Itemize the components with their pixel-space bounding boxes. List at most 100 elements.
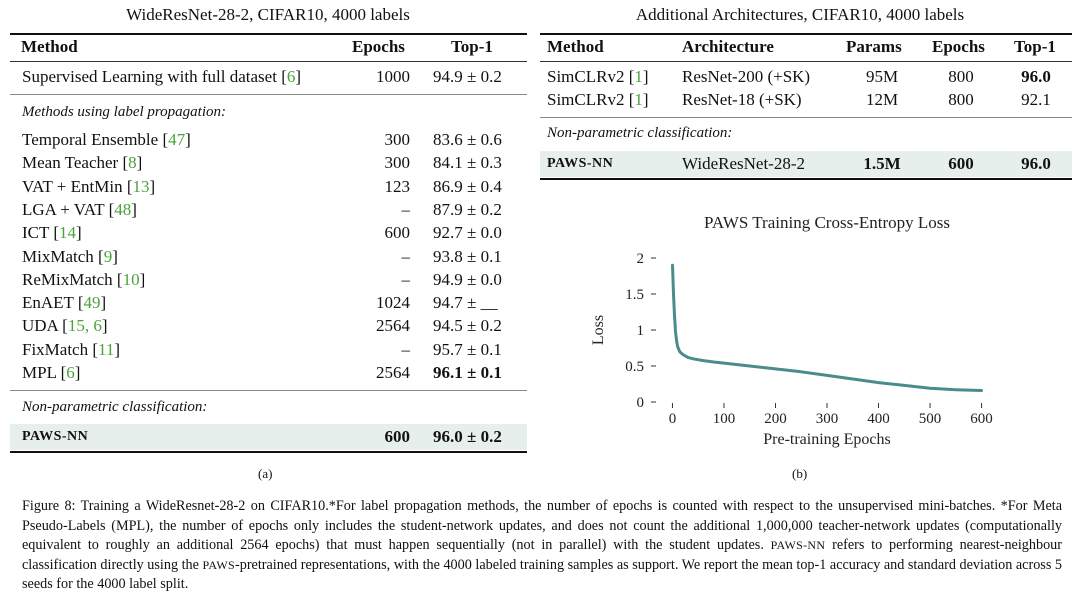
left-table-title: WideResNet-28-2, CIFAR10, 4000 labels (126, 5, 410, 24)
right-sublabel: (b) (792, 466, 808, 481)
row-arch: ResNet-200 (+SK) (682, 67, 811, 86)
right-paws-row: PAWS-NN WideResNet-28-2 1.5M 600 96.0 (540, 154, 1080, 177)
x-tick-label: 500 (919, 411, 942, 427)
left-header-top1: Top-1 (451, 37, 493, 56)
caption-fig-label: Figure 8: (22, 498, 76, 514)
row-method: ICT [14] (22, 223, 82, 243)
right-paws-arch: WideResNet-28-2 (682, 154, 806, 173)
supervised-top1: 94.9 ± 0.2 (433, 67, 502, 86)
x-axis-label: Pre-training Epochs (763, 431, 891, 448)
left-paws-top1: 96.0 ± 0.2 (433, 427, 502, 446)
row-params: 95M (865, 67, 899, 86)
loss-series-line (671, 263, 983, 392)
right-header-params: Params (846, 37, 902, 56)
y-tick-label: 1 (637, 323, 645, 339)
table-row: Temporal Ensemble [47] 300 83.6 ± 0.6 (0, 130, 540, 153)
loss-chart: PAWS Training Cross-Entropy Loss 0 0.5 1 1.5… (590, 213, 993, 448)
row-method: LGA + VAT [48] (22, 199, 137, 219)
table-row: SimCLRv2 [1] ResNet-200 (+SK) 95M 800 96.0 (540, 67, 1080, 90)
left-sublabel: (a) (258, 466, 273, 481)
right-header-row: Method Architecture Params Epochs Top-1 (540, 37, 1080, 60)
right-sep-rule (540, 117, 1072, 118)
x-tick-label: 200 (764, 411, 787, 427)
table-row: UDA [15, 6] 2564 94.5 ± 0.2 (0, 316, 540, 339)
right-header-rule (540, 61, 1072, 62)
table-row: FixMatch [11] – 95.7 ± 0.1 (0, 340, 540, 363)
table-row: SimCLRv2 [1] ResNet-18 (+SK) 12M 800 92.1 (540, 90, 1080, 113)
right-table: Additional Architectures, CIFAR10, 4000 … (540, 0, 1080, 200)
table-row: LGA + VAT [48] – 87.9 ± 0.2 (0, 200, 540, 223)
row-epochs: 600 (384, 223, 411, 243)
right-table-title: Additional Architectures, CIFAR10, 4000 … (635, 5, 965, 24)
y-axis-label: Loss (590, 315, 607, 345)
right-header-top1: Top-1 (1014, 37, 1056, 56)
left-table: WideResNet-28-2, CIFAR10, 4000 labels Me… (0, 0, 540, 490)
table-row: EnAET [49] 1024 94.7 ± __ (0, 293, 540, 316)
row-top1: 92.7 ± 0.0 (433, 223, 502, 243)
left-paws-row: PAWS-NN 600 96.0 ± 0.2 (0, 427, 540, 450)
x-tick-label: 300 (816, 411, 839, 427)
table-row: ICT [14] 600 92.7 ± 0.0 (0, 223, 540, 246)
left-bottom-rule (10, 451, 527, 453)
right-paws-top1: 96.0 (1021, 154, 1051, 173)
row-top1: 92.1 (1021, 90, 1051, 109)
right-paws-params: 1.5M (863, 154, 901, 173)
row-arch: ResNet-18 (+SK) (682, 90, 802, 109)
right-header-method: Method (547, 37, 604, 56)
row-top1: 94.7 ± __ (433, 293, 498, 313)
left-header-rule (10, 61, 527, 62)
row-epochs: – (401, 199, 411, 219)
row-epochs: 300 (384, 130, 411, 149)
left-sep-rule-2 (10, 390, 527, 391)
supervised-epochs: 1000 (376, 67, 410, 86)
row-epochs: 123 (384, 176, 411, 196)
row-epochs: 1024 (376, 293, 410, 313)
left-sep-rule-1 (10, 94, 527, 95)
left-paws-epochs: 600 (384, 427, 411, 446)
row-epochs: – (401, 246, 411, 266)
row-top1: 94.5 ± 0.2 (433, 316, 502, 336)
row-method: SimCLRv2 [1] (547, 90, 649, 109)
x-tick-label: 600 (970, 411, 993, 427)
x-tick-label: 400 (867, 411, 890, 427)
right-header-arch: Architecture (682, 37, 774, 56)
left-paws-highlight (10, 424, 527, 450)
table-row: VAT + EntMin [13] 123 86.9 ± 0.4 (0, 177, 540, 200)
caption-part-2: refers to performing nearest-neighbour c… (22, 537, 1062, 573)
right-paws-method: PAWS-NN (547, 156, 614, 171)
left-header-row: Method Epochs Top-1 (0, 37, 540, 60)
y-tick-label: 0.5 (625, 359, 644, 375)
table-row: MPL [6] 2564 96.1 ± 0.1 (0, 363, 540, 386)
row-epochs: – (401, 269, 411, 289)
row-method: UDA [15, 6] (22, 316, 108, 336)
y-tick-label: 1.5 (625, 287, 644, 303)
row-epochs: 2564 (376, 363, 410, 382)
row-top1: 86.9 ± 0.4 (433, 176, 502, 196)
row-method: Mean Teacher [8] (22, 153, 143, 173)
row-method: MPL [6] (22, 363, 81, 382)
row-epochs: 300 (384, 153, 411, 173)
table-row: MixMatch [9] – 93.8 ± 0.1 (0, 247, 540, 270)
row-top1: 96.1 ± 0.1 (433, 363, 502, 382)
row-method: FixMatch [11] (22, 339, 121, 359)
x-tick-label: 100 (713, 411, 736, 427)
row-epochs: 2564 (376, 316, 410, 336)
row-top1: 87.9 ± 0.2 (433, 199, 502, 219)
caption-paws-nn: PAWS-NN (770, 538, 826, 552)
left-top-rule (10, 33, 527, 35)
figure-caption: Figure 8: Training a WideResnet-28-2 on … (22, 497, 1062, 595)
caption-part-3: -pretrained representations, with the 40… (22, 556, 1062, 593)
left-supervised-row: Supervised Learning with full dataset [6… (0, 67, 540, 90)
row-top1: 96.0 (1021, 67, 1051, 86)
y-tick-label: 2 (637, 251, 645, 267)
table-row: Mean Teacher [8] 300 84.1 ± 0.3 (0, 153, 540, 176)
table-row: ReMixMatch [10] – 94.9 ± 0.0 (0, 270, 540, 293)
row-method: VAT + EntMin [13] (22, 176, 156, 196)
row-epochs: 800 (948, 90, 974, 109)
y-tick-label: 0 (637, 395, 645, 411)
right-top-rule (540, 33, 1072, 35)
row-epochs: – (401, 339, 411, 359)
right-header-epochs: Epochs (932, 37, 985, 56)
row-params: 12M (865, 90, 899, 109)
chart-title: PAWS Training Cross-Entropy Loss (704, 213, 950, 232)
